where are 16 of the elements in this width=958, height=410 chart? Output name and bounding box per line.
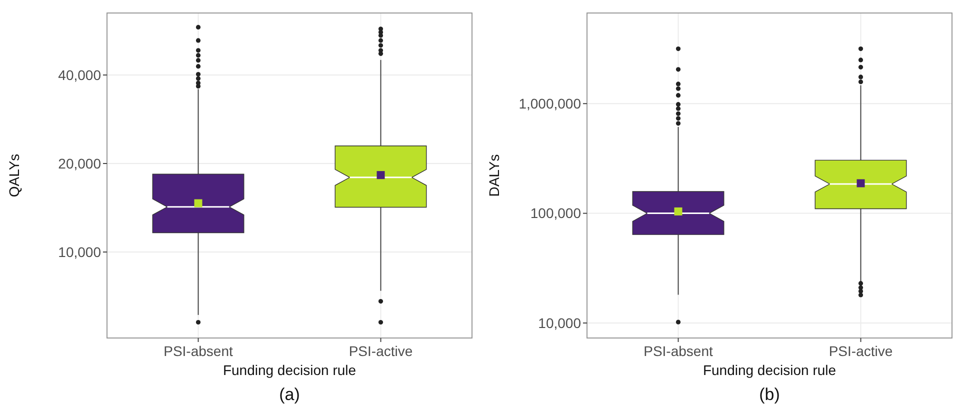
y-tick-label: 40,000 [58,66,102,83]
x-tick-label: PSI-active [828,343,893,359]
y-axis-title: QALYs [6,154,22,198]
x-axis-title: Funding decision rule [222,362,356,378]
x-axis-title: Funding decision rule [702,362,836,378]
x-tick-label: PSI-absent [644,343,713,359]
x-tick-label: PSI-active [348,343,413,359]
x-tick-label: PSI-absent [164,343,233,359]
y-axis-title: DALYs [486,154,502,197]
y-tick-label: 1,000,000 [518,96,582,112]
y-tick-label: 20,000 [58,155,102,172]
text: (b) [759,385,780,404]
y-tick-label: 100,000 [530,205,582,222]
y-tick-label: 10,000 [58,244,102,260]
text: (a) [279,385,300,404]
y-tick-label: 10,000 [538,314,582,331]
